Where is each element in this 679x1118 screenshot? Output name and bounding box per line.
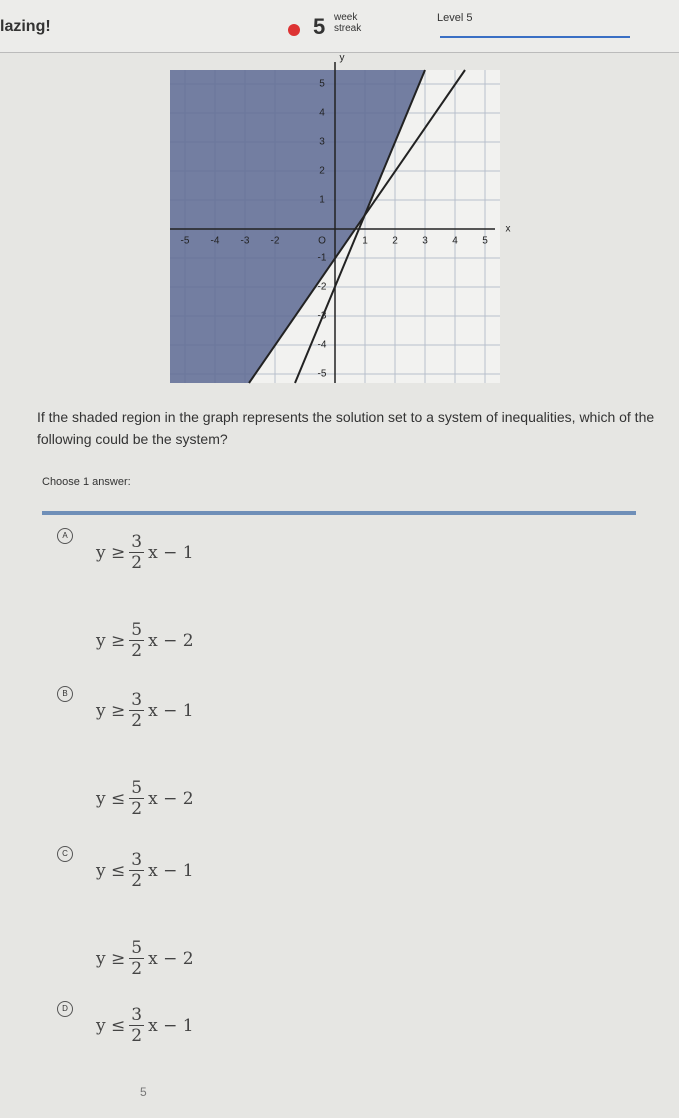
x-axis-label: x	[506, 224, 511, 235]
relation: y ≤	[96, 788, 126, 809]
boundary-line	[294, 69, 426, 384]
relation: y ≤	[96, 1015, 126, 1036]
inequality[interactable]: y ≤3 2 x − 1	[96, 1005, 194, 1046]
numerator: 5	[129, 620, 145, 641]
rest: x − 1	[148, 542, 194, 563]
inequality[interactable]: y ≥5 2 x − 2	[96, 620, 194, 661]
denominator: 2	[131, 959, 143, 979]
streak-label: week streak	[334, 12, 361, 34]
y-tick-label: 3	[319, 137, 325, 148]
x-tick-label: -2	[271, 236, 280, 247]
y-tick-label: -3	[318, 311, 327, 322]
denominator: 2	[131, 553, 143, 573]
x-tick-label: 5	[482, 236, 488, 247]
x-tick-label: 1	[362, 236, 368, 247]
inequality[interactable]: y ≥3 2 x − 1	[96, 690, 194, 731]
rest: x − 1	[148, 1015, 194, 1036]
y-tick-label: -1	[318, 253, 327, 264]
y-tick-label: 2	[319, 166, 325, 177]
y-tick-label: 4	[319, 108, 325, 119]
streak-bottom: streak	[334, 23, 362, 34]
y-tick-label: -5	[318, 369, 327, 380]
prompt: Choose 1 answer:	[42, 476, 131, 488]
y-tick-label: 1	[319, 195, 325, 206]
relation: y ≥	[96, 948, 126, 969]
relation: y ≥	[96, 630, 126, 651]
footer: 5	[140, 1085, 147, 1099]
denominator: 2	[131, 1026, 143, 1046]
streak-icon	[288, 24, 300, 36]
relation: y ≥	[96, 542, 126, 563]
numerator: 3	[129, 532, 145, 553]
y-tick-label: -2	[318, 282, 327, 293]
denominator: 2	[131, 711, 143, 731]
denominator: 2	[131, 871, 143, 891]
x-tick-label: -4	[211, 236, 220, 247]
streak-top: week	[334, 12, 358, 23]
x-tick-label: -3	[241, 236, 250, 247]
question: If the shaded region in the graph repres…	[37, 409, 655, 447]
inequality[interactable]: y ≥3 2 x − 1	[96, 532, 194, 573]
top-bar	[0, 0, 679, 53]
divider	[42, 511, 636, 515]
rest: x − 1	[148, 860, 194, 881]
numerator: 3	[129, 690, 145, 711]
rest: x − 2	[148, 948, 194, 969]
x-tick-label: 3	[422, 236, 428, 247]
relation: y ≤	[96, 860, 126, 881]
rest: x − 2	[148, 630, 194, 651]
origin-label: O	[318, 236, 326, 247]
numerator: 5	[129, 938, 145, 959]
level-progress	[440, 36, 630, 38]
level-label[interactable]: Level 5	[437, 12, 473, 24]
x-tick-label: 4	[452, 236, 458, 247]
boundary-line	[248, 69, 466, 384]
option-letter[interactable]: C	[57, 846, 73, 862]
inequality[interactable]: y ≥5 2 x − 2	[96, 938, 194, 979]
graph: x y O -5 -4 -3 -2 1 2 3 4 5 5 4 3 2 1 -1 -2 -3 -4 -5	[170, 53, 511, 384]
option-letter[interactable]: A	[57, 528, 73, 544]
numerator: 5	[129, 778, 145, 799]
numerator: 3	[129, 850, 145, 871]
option-letter[interactable]: B	[57, 686, 73, 702]
denominator: 2	[131, 641, 143, 661]
inequality[interactable]: y ≤3 2 x − 1	[96, 850, 194, 891]
option-letter[interactable]: D	[57, 1001, 73, 1017]
denominator: 2	[131, 799, 143, 819]
x-tick-label: 2	[392, 236, 398, 247]
numerator: 3	[129, 1005, 145, 1026]
streak-number: 5	[313, 14, 326, 39]
header-text: lazing!	[0, 18, 51, 35]
rest: x − 1	[148, 700, 194, 721]
x-tick-label: -5	[181, 236, 190, 247]
y-tick-label: 5	[319, 79, 325, 90]
shaded-region	[170, 70, 425, 383]
inequality[interactable]: y ≤5 2 x − 2	[96, 778, 194, 819]
y-axis-label: y	[340, 53, 345, 64]
rest: x − 2	[148, 788, 194, 809]
y-tick-label: -4	[318, 340, 327, 351]
relation: y ≥	[96, 700, 126, 721]
